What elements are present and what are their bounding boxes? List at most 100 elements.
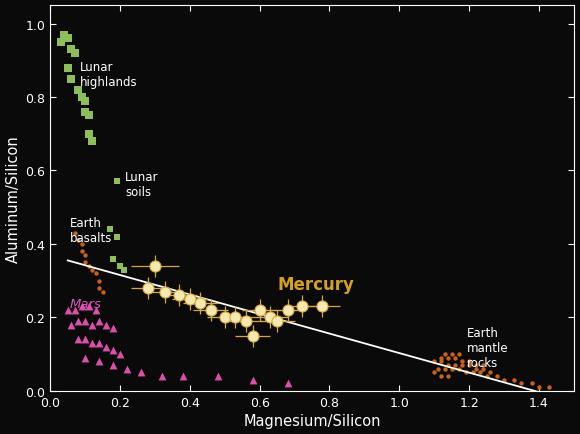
Point: [458, 358, 467, 365]
Text: Lunar
highlands: Lunar highlands: [80, 61, 137, 89]
Point: [115, 351, 125, 358]
Point: [95, 340, 104, 347]
Point: [115, 263, 125, 270]
Point: [433, 365, 443, 372]
Point: [478, 365, 488, 372]
Point: [56, 39, 66, 46]
Point: [63, 307, 72, 314]
Point: [95, 318, 104, 325]
Point: [465, 362, 474, 368]
Point: [482, 373, 491, 380]
Point: [81, 336, 90, 343]
Point: [84, 263, 93, 270]
Point: [98, 289, 107, 296]
Point: [122, 365, 132, 372]
Point: [77, 248, 86, 255]
Point: [430, 358, 439, 365]
Point: [88, 322, 97, 329]
Point: [213, 373, 222, 380]
Point: [81, 355, 90, 362]
Point: [119, 266, 128, 273]
Point: [77, 94, 86, 101]
Point: [108, 256, 118, 263]
Point: [451, 362, 460, 368]
Point: [91, 270, 100, 277]
Point: [475, 369, 484, 376]
Point: [63, 36, 72, 43]
Point: [88, 340, 97, 347]
Point: [67, 322, 76, 329]
Point: [440, 351, 450, 358]
Point: [63, 65, 72, 72]
Point: [534, 384, 543, 391]
Point: [81, 98, 90, 105]
Point: [527, 380, 536, 387]
Y-axis label: Aluminum/Silicon: Aluminum/Silicon: [6, 135, 21, 262]
Point: [451, 355, 460, 362]
Point: [74, 87, 83, 94]
Point: [67, 47, 76, 54]
Point: [108, 325, 118, 332]
Point: [437, 355, 446, 362]
Point: [517, 380, 526, 387]
Point: [430, 369, 439, 376]
Point: [105, 226, 114, 233]
Point: [454, 351, 463, 358]
Point: [444, 362, 453, 368]
Point: [102, 343, 111, 350]
Point: [77, 241, 86, 248]
Point: [70, 50, 79, 57]
Point: [81, 252, 90, 259]
Point: [510, 376, 519, 383]
Point: [84, 303, 93, 310]
Point: [112, 178, 121, 185]
Point: [70, 230, 79, 237]
Point: [67, 76, 76, 83]
Point: [440, 365, 450, 372]
Point: [454, 365, 463, 372]
Point: [492, 373, 502, 380]
Point: [108, 362, 118, 368]
Point: [81, 259, 90, 266]
Point: [248, 376, 258, 383]
Text: Lunar
soils: Lunar soils: [125, 171, 159, 199]
Text: Earth
mantle
rocks: Earth mantle rocks: [467, 327, 509, 370]
Point: [112, 233, 121, 240]
Point: [95, 277, 104, 284]
Point: [157, 373, 166, 380]
Point: [545, 384, 554, 391]
Point: [84, 113, 93, 120]
Point: [91, 307, 100, 314]
Point: [77, 303, 86, 310]
Point: [458, 362, 467, 368]
Text: Mercury: Mercury: [277, 276, 354, 293]
Point: [283, 380, 292, 387]
Point: [88, 266, 97, 273]
Point: [74, 318, 83, 325]
Point: [178, 373, 187, 380]
Text: Earth
basalts: Earth basalts: [70, 217, 112, 245]
Point: [81, 109, 90, 116]
Point: [499, 376, 509, 383]
Point: [444, 373, 453, 380]
Point: [60, 32, 69, 39]
Point: [437, 358, 446, 365]
Point: [74, 237, 83, 244]
Point: [485, 369, 495, 376]
Point: [472, 362, 481, 368]
Point: [447, 365, 456, 372]
Point: [136, 369, 146, 376]
Point: [108, 347, 118, 354]
Text: Mars: Mars: [70, 297, 101, 310]
Point: [74, 336, 83, 343]
Point: [70, 307, 79, 314]
Point: [447, 351, 456, 358]
Point: [95, 358, 104, 365]
Point: [465, 358, 474, 365]
Point: [461, 369, 470, 376]
X-axis label: Magnesium/Silicon: Magnesium/Silicon: [243, 413, 380, 428]
Point: [81, 318, 90, 325]
Point: [88, 138, 97, 145]
Point: [437, 373, 446, 380]
Point: [472, 365, 481, 372]
